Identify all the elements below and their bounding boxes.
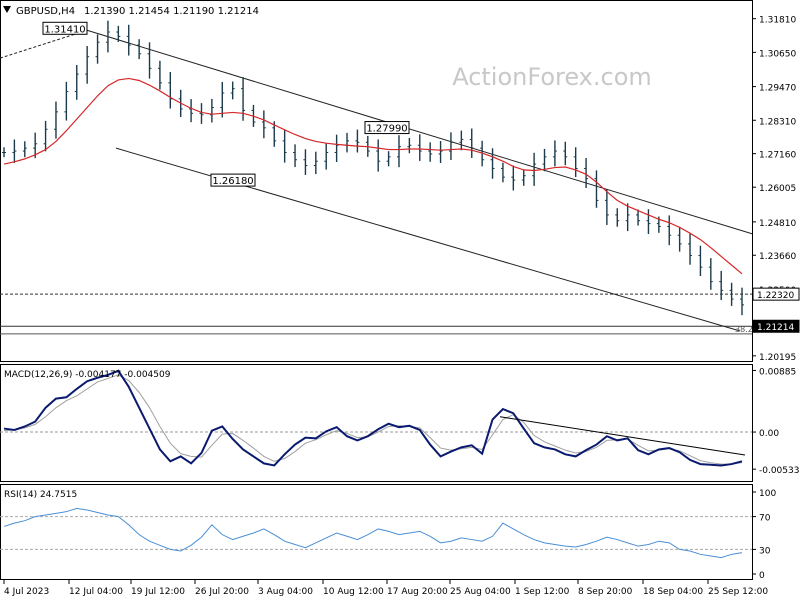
rsi-y-tick-label: 30 — [759, 546, 771, 556]
ema-line — [3, 77, 743, 275]
macd-y-tick-label: -0.005334 — [759, 466, 800, 476]
y-tick-label: 1.28310 — [759, 117, 796, 127]
y-tick-label: 1.26005 — [759, 184, 796, 194]
level-tag-box — [752, 287, 800, 301]
x-tick-label: 17 Aug 20:00 — [387, 587, 448, 597]
macd-y-tick-label: 0.00 — [759, 429, 779, 439]
y-tick-label: 1.30650 — [759, 49, 796, 59]
y-tick-label: 1.23660 — [759, 252, 796, 262]
x-tick-label: 19 Jul 12:00 — [131, 587, 185, 597]
price-layer: 38.2 1.31410 1.27990 1.26180 — [0, 20, 753, 335]
price-label-box — [210, 173, 256, 187]
chevron-down-icon — [3, 6, 11, 13]
price-label-box — [42, 21, 88, 35]
level-tag-label: 1.21214 — [757, 323, 794, 333]
macd-line — [3, 369, 743, 467]
rsi-y-tick-label: 70 — [759, 514, 771, 524]
rsi-y-tick-label: 100 — [759, 489, 776, 499]
x-tick-label: 26 Jul 20:00 — [195, 587, 249, 597]
x-tick-label: 4 Jul 2023 — [4, 587, 49, 597]
price-pane-frame — [0, 0, 753, 362]
price-label-box — [364, 121, 410, 135]
rsi-y-tick-label: 0 — [759, 571, 765, 581]
x-tick-label: 1 Sep 12:00 — [515, 587, 570, 597]
rsi-title: RSI(14) 24.7515 — [4, 490, 77, 500]
ohlc-readout: 1.21390 1.21454 1.21190 1.21214 — [84, 6, 259, 17]
level-tag-label: 1.22320 — [757, 291, 794, 301]
rsi-line — [3, 507, 743, 559]
channel-extension-line — [0, 29, 88, 59]
y-tick-label: 1.20195 — [759, 353, 796, 363]
level-tag-box — [752, 319, 800, 333]
rsi-pane-frame — [0, 484, 753, 580]
macd-signal-line — [3, 374, 743, 465]
macd-y-tick-label: 0.00885 — [759, 367, 796, 377]
y-tick-label: 1.29470 — [759, 84, 796, 94]
price-label: 1.26180 — [212, 176, 253, 187]
channel-lower-line — [115, 147, 741, 332]
x-tick-label: 25 Aug 04:00 — [450, 587, 511, 597]
x-tick-label: 10 Aug 12:00 — [323, 587, 384, 597]
price-label: 1.27990 — [366, 124, 407, 135]
x-tick-label: 25 Sep 12:00 — [708, 587, 768, 597]
watermark: ActionForex.com — [452, 63, 652, 91]
symbol-header: GBPUSD,H4 1.21390 1.21454 1.21190 1.2121… — [3, 6, 259, 17]
x-tick-label: 8 Sep 20:00 — [578, 587, 633, 597]
macd-trendline — [499, 416, 746, 456]
x-tick-label: 18 Sep 04:00 — [643, 587, 703, 597]
y-tick-label: 1.31810 — [759, 16, 796, 26]
symbol-label: GBPUSD,H4 — [16, 6, 75, 17]
macd-layer — [0, 369, 752, 467]
macd-title: MACD(12,26,9) -0.004177 -0.004509 — [4, 370, 171, 380]
y-tick-label: 1.27160 — [759, 151, 796, 161]
x-tick-label: 3 Aug 04:00 — [258, 587, 313, 597]
channel-upper-line — [86, 29, 753, 235]
rsi-layer — [0, 507, 752, 559]
macd-pane-frame — [0, 364, 753, 482]
price-label: 1.31410 — [44, 24, 85, 35]
fib-label: 38.2 — [735, 325, 753, 334]
y-tick-label: 1.24810 — [759, 219, 796, 229]
x-tick-label: 12 Jul 04:00 — [69, 587, 123, 597]
axis-layer: 1.31810 1.30650 1.29470 1.28310 1.27160 1.260… — [3, 16, 800, 597]
